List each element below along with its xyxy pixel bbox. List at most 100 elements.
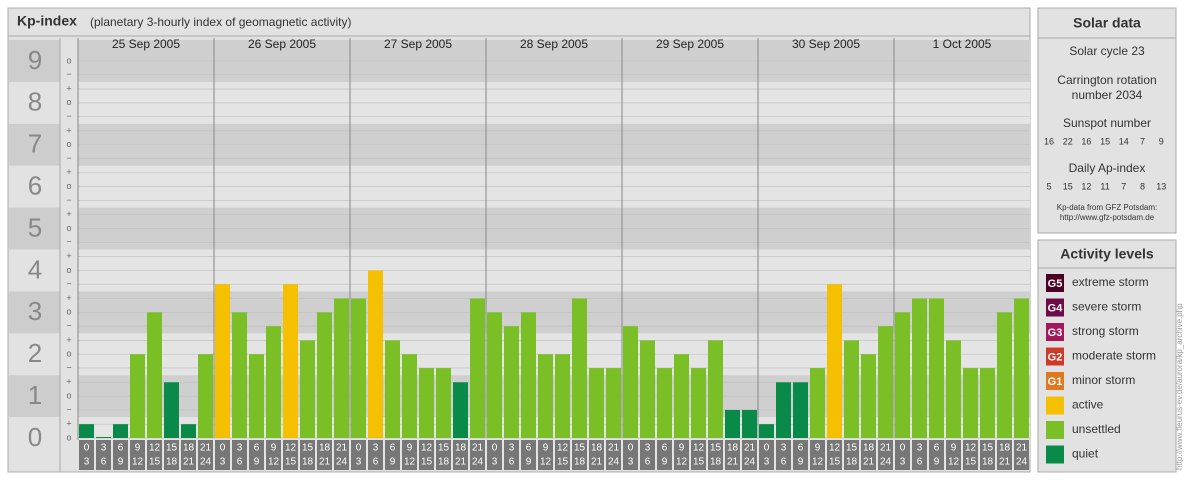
bar	[640, 340, 655, 438]
hour-label: 12	[693, 443, 705, 454]
hour-label: 0	[628, 443, 634, 454]
legend-label: minor storm	[1072, 373, 1135, 387]
bar	[844, 340, 859, 438]
day-label: 25 Sep 2005	[112, 37, 180, 51]
hour-label: 18	[302, 457, 314, 468]
bar	[487, 312, 502, 438]
hour-label: 6	[390, 443, 396, 454]
hour-cell	[96, 440, 111, 470]
hour-label: 15	[829, 457, 841, 468]
hour-label: 18	[438, 457, 450, 468]
bar	[1014, 298, 1029, 438]
minor-tick-label: o	[66, 265, 71, 275]
ap-title: Daily Ap-index	[1069, 161, 1146, 175]
sunspot-title: Sunspot number	[1063, 116, 1151, 130]
hour-label: 12	[149, 443, 161, 454]
bar	[215, 284, 230, 438]
hour-label: 6	[798, 443, 804, 454]
hour-label: 6	[101, 457, 107, 468]
bar	[708, 340, 723, 438]
bar	[606, 368, 621, 438]
hour-cell	[351, 440, 366, 470]
hour-cell	[776, 440, 791, 470]
hour-label: 12	[676, 457, 688, 468]
bar	[589, 368, 604, 438]
label-band	[9, 333, 60, 376]
hour-cell	[402, 440, 417, 470]
legend-badge: G1	[1048, 376, 1063, 388]
hour-label: 9	[407, 443, 413, 454]
hour-cell	[555, 440, 570, 470]
chart-subtitle: (planetary 3-hourly index of geomagnetic…	[90, 15, 351, 29]
bar	[657, 368, 672, 438]
hour-label: 9	[526, 457, 532, 468]
hour-cell	[215, 440, 230, 470]
legend-swatch	[1046, 445, 1064, 464]
legend-label: extreme storm	[1072, 275, 1149, 289]
label-band	[9, 81, 60, 124]
legend-badge: G4	[1048, 302, 1064, 314]
hour-cell	[538, 440, 553, 470]
hour-cell	[674, 440, 689, 470]
hour-label: 21	[336, 443, 348, 454]
bar	[929, 298, 944, 438]
hour-label: 3	[101, 443, 107, 454]
minor-tick-label: o	[66, 139, 71, 149]
y-tick-label: 5	[28, 212, 42, 242]
bar	[895, 312, 910, 438]
hour-cell	[453, 440, 468, 470]
hour-cell	[283, 440, 298, 470]
legend-badge: G3	[1048, 327, 1063, 339]
hour-cell	[742, 440, 757, 470]
hour-cell	[912, 440, 927, 470]
bar	[181, 424, 196, 438]
minor-tick-label: −	[66, 195, 71, 205]
label-band	[9, 249, 60, 292]
hour-label: 12	[132, 457, 144, 468]
bar	[385, 340, 400, 438]
ap-value: 12	[1081, 181, 1091, 191]
hour-label: 21	[744, 443, 756, 454]
hour-label: 12	[557, 443, 569, 454]
hour-label: 15	[285, 457, 297, 468]
bar	[963, 368, 978, 438]
hour-label: 18	[166, 457, 178, 468]
hour-label: 6	[781, 457, 787, 468]
hour-label: 3	[764, 457, 770, 468]
hour-cell	[895, 440, 910, 470]
hour-label: 21	[200, 443, 212, 454]
hour-cell	[79, 440, 94, 470]
hour-cell	[844, 440, 859, 470]
hour-label: 9	[798, 457, 804, 468]
bar	[946, 340, 961, 438]
label-band	[9, 375, 60, 418]
minor-tick-label: +	[66, 209, 71, 219]
hour-label: 15	[302, 443, 314, 454]
hour-cell	[521, 440, 536, 470]
hour-cell	[198, 440, 213, 470]
credit: http://www.fleurus-ev.de/aurora/kp_archi…	[1175, 303, 1184, 470]
hour-label: 3	[917, 443, 923, 454]
hour-label: 12	[268, 457, 280, 468]
y-tick-label: 8	[28, 87, 42, 117]
bar	[725, 409, 740, 438]
hour-cell	[640, 440, 655, 470]
hour-label: 3	[356, 457, 362, 468]
hour-label: 3	[509, 443, 515, 454]
hour-label: 12	[404, 457, 416, 468]
legend-swatch	[1046, 298, 1064, 317]
hour-label: 6	[645, 457, 651, 468]
hour-label: 18	[183, 443, 195, 454]
bar	[130, 354, 145, 438]
hour-label: 6	[237, 457, 243, 468]
hour-cell	[113, 440, 128, 470]
bar	[793, 382, 808, 438]
hour-cell	[946, 440, 961, 470]
hour-label: 15	[693, 457, 705, 468]
bar	[759, 424, 774, 438]
hour-label: 0	[764, 443, 770, 454]
y-tick-label: 3	[28, 296, 42, 326]
day-label: 28 Sep 2005	[520, 37, 588, 51]
hour-label: 21	[455, 457, 467, 468]
bar	[810, 368, 825, 438]
